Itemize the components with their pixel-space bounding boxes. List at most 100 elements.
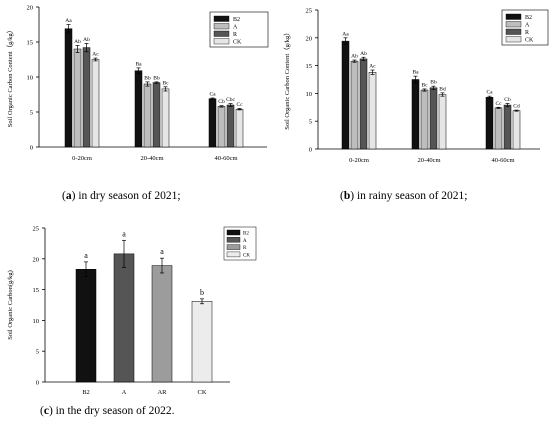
caption-b: (b) in rainy season of 2021; — [340, 190, 468, 202]
bar-a — [113, 253, 135, 383]
x-tick-label: AR — [157, 389, 167, 396]
chart-panel-b: 0 5 10 15 20 25 Soil Organic Carbon Content（g/… — [278, 0, 550, 186]
x-tick-label: 40-60cm — [491, 157, 514, 164]
chart-panel-a: 0 5 10 15 20 Soil Organic Carbon Content（g/kg… — [0, 0, 275, 186]
significance-label: Ba — [412, 70, 419, 76]
bar-b2 — [64, 28, 73, 148]
bar-b2 — [411, 79, 420, 150]
significance-label: Cc — [495, 101, 502, 107]
significance-label: b — [200, 288, 204, 297]
significance-label: Bc — [162, 80, 169, 86]
bar-a — [73, 48, 82, 148]
chart-b-svg: 0 5 10 15 20 25 Soil Organic Carbon Content（g/… — [283, 8, 549, 164]
significance-label: Ab — [74, 39, 81, 45]
chart-panel-c: 0 5 10 15 20 25 Soil Organic Carbon(g/kg) a B2 a A… — [0, 214, 275, 400]
bar-a — [494, 107, 503, 150]
bar-a — [350, 60, 359, 150]
bar-r — [503, 104, 512, 150]
legend-swatch-b2 — [226, 229, 241, 236]
y-tick-label: 20 — [33, 256, 40, 263]
caption-c-letter: c — [43, 405, 49, 417]
legend-swatch-ck — [505, 36, 522, 43]
chart-a-svg: 0 5 10 15 20 Soil Organic Carbon Content（g/kg… — [6, 5, 269, 162]
x-tick-label: 20-40cm — [140, 155, 163, 162]
y-tick-label: 10 — [33, 318, 40, 325]
legend-label-b2: B2 — [233, 17, 240, 23]
y-tick-label: 5 — [30, 110, 33, 117]
significance-label: Cbc — [226, 97, 235, 103]
y-tick-label: 0 — [309, 147, 312, 154]
significance-label: Bb — [430, 80, 437, 86]
bar-ck — [512, 110, 521, 150]
x-tick-label: B2 — [82, 389, 90, 396]
legend-swatch-r — [505, 28, 522, 35]
legend-swatch-r — [226, 244, 241, 250]
x-tick-label: 20-40cm — [417, 157, 440, 164]
bar-b2 — [134, 70, 143, 148]
legend-swatch-r — [213, 30, 230, 37]
y-axis-label: Soil Organic Carbon Content（g/kg） — [283, 29, 291, 129]
legend-label-a: A — [233, 25, 238, 31]
caption-c-text: in the dry season of 2022. — [55, 405, 175, 417]
bar-a — [420, 89, 429, 150]
legend-label-a: A — [525, 23, 530, 29]
x-tick-label: 0-20cm — [72, 155, 92, 162]
y-tick-label: 15 — [33, 287, 40, 294]
significance-label: a — [122, 229, 126, 238]
significance-label: Cc — [236, 102, 243, 108]
x-tick-label: CK — [197, 389, 206, 396]
legend-swatch-b2 — [505, 13, 522, 20]
significance-label: Ca — [486, 90, 493, 96]
y-tick-label: 15 — [306, 63, 313, 70]
y-axis-label: Soil Organic Carbon(g/kg) — [7, 270, 14, 340]
bar-r — [359, 58, 368, 150]
significance-label: Aa — [342, 31, 349, 37]
bar-b2 — [341, 40, 350, 150]
y-tick-label: 15 — [27, 40, 34, 47]
bar-ck — [438, 94, 447, 150]
legend-label-r: R — [525, 30, 529, 36]
y-tick-label: 10 — [27, 75, 34, 82]
legend-swatch-a — [213, 23, 230, 30]
bar-ck — [191, 301, 213, 383]
significance-label: Bd — [439, 86, 446, 92]
legend-label-r: R — [243, 246, 247, 251]
significance-label: Bc — [421, 82, 428, 88]
bar-a — [217, 106, 226, 148]
legend-label-ck: CK — [525, 38, 534, 44]
significance-label: Ba — [135, 61, 142, 67]
legend-label-r: R — [233, 32, 237, 38]
significance-label: Cb — [504, 97, 511, 103]
bar-ck — [235, 108, 244, 148]
legend-label-a: A — [243, 239, 247, 244]
y-tick-label: 5 — [309, 119, 312, 126]
legend-label-ck: CK — [243, 253, 250, 258]
bar-r — [82, 47, 91, 148]
y-axis-label: Soil Organic Carbon Content（g/kg） — [6, 27, 14, 127]
bar-a — [143, 83, 152, 148]
significance-label: a — [160, 247, 164, 256]
significance-label: Ab — [360, 51, 367, 57]
legend-swatch-ck — [213, 38, 230, 45]
legend-label-b2: B2 — [525, 15, 532, 21]
significance-label: Bb — [144, 75, 151, 81]
legend-label-ck: CK — [233, 40, 242, 46]
significance-label: Aa — [65, 18, 72, 24]
legend-swatch-ck — [226, 251, 241, 258]
caption-b-text: in rainy season of 2021; — [356, 190, 468, 202]
bar-b2 — [485, 97, 494, 150]
significance-label: Ab — [351, 54, 358, 60]
significance-label: Ac — [92, 52, 99, 58]
bar-ck — [368, 72, 377, 150]
bar-ck — [91, 59, 100, 148]
significance-label: Bb — [153, 75, 160, 81]
legend-swatch-b2 — [213, 15, 230, 22]
significance-label: Ac — [369, 64, 376, 70]
bar-ar — [151, 265, 173, 383]
significance-label: Ab — [83, 37, 90, 43]
y-tick-label: 20 — [306, 35, 313, 42]
x-tick-label: 40-60cm — [214, 155, 237, 162]
caption-a: (a) in dry season of 2021; — [62, 190, 181, 202]
bar-r — [152, 82, 161, 148]
bar-b2 — [75, 269, 97, 383]
